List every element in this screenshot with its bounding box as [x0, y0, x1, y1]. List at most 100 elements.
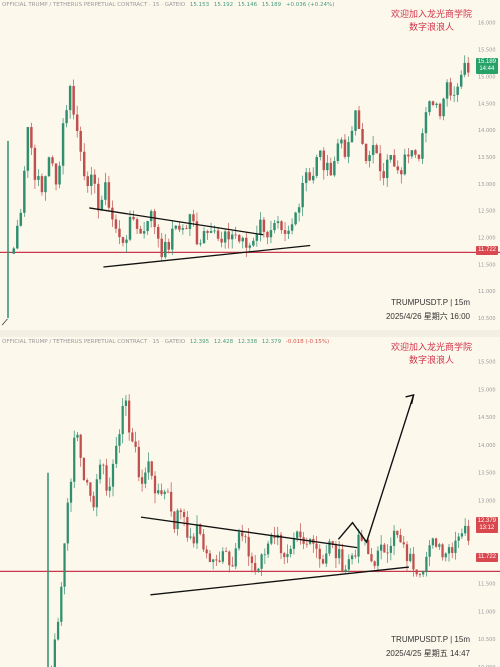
candle-body — [51, 157, 54, 164]
candle-body — [375, 145, 378, 154]
candle-body — [37, 176, 40, 180]
candle-body — [54, 163, 58, 185]
candle-body — [454, 540, 457, 553]
candle-body — [181, 228, 185, 230]
chart-panel-top[interactable]: 10.500 11.000 11.500 12.000 12.500 13.000 13.5… — [0, 0, 500, 330]
candle-body — [333, 160, 336, 176]
y-tick-label: 14.500 — [478, 415, 496, 421]
candle-body — [121, 237, 125, 243]
candle-body — [173, 511, 176, 529]
candle-body — [259, 219, 262, 235]
candle-body — [294, 212, 297, 225]
low-value: 15.146 — [237, 2, 258, 8]
candlestick-chart-bottom[interactable]: 10.00010.50011.00011.50012.00012.50013.0… — [0, 337, 500, 667]
candle-body — [75, 114, 79, 131]
candle-body — [12, 248, 15, 254]
datetime-label: 2025/4/25 星期五 14:47 — [385, 649, 470, 658]
candle-body — [321, 559, 325, 564]
watermark-bottom: 欢迎加入龙光商学院 数字浪浪人 — [391, 341, 472, 367]
candle-body — [108, 486, 111, 491]
candle-body — [176, 510, 179, 529]
candle-body — [228, 551, 231, 566]
candle-body — [438, 544, 441, 547]
candle-body — [245, 237, 248, 248]
candle-body — [444, 553, 447, 558]
candle-body — [456, 86, 459, 95]
candle-body — [380, 544, 383, 551]
y-tick-label: 15.000 — [478, 74, 496, 80]
candlestick-chart-top[interactable]: 10.500 11.000 11.500 12.000 12.500 13.000 13.5… — [0, 0, 500, 330]
candle-body — [360, 534, 363, 541]
candle-body — [254, 562, 257, 571]
candle-body — [357, 110, 361, 130]
candle-body — [241, 237, 244, 242]
candle-body — [185, 228, 188, 229]
y-tick-label: 10.500 — [478, 637, 496, 643]
support-price-tag: 11.722 — [476, 553, 498, 562]
candle-body — [435, 103, 438, 105]
candle-body — [338, 549, 341, 559]
candle-body — [188, 214, 192, 229]
candle-body — [367, 539, 370, 555]
ohlc-header-top: OFFICIAL TRUMP / TETHERUS PERPETUAL CONT… — [2, 2, 337, 8]
candle-body — [209, 231, 213, 233]
candle-body — [98, 464, 102, 480]
candle-body — [166, 491, 170, 493]
candle-body — [266, 543, 270, 555]
candle-body — [215, 559, 218, 561]
chart-panel-bottom[interactable]: 10.00010.50011.00011.50012.00012.50013.0… — [0, 337, 500, 667]
candle-body — [460, 533, 464, 537]
footer-bottom: TRUMPUSDT.P | 15m 2025/4/25 星期五 14:47 — [386, 633, 470, 661]
candle-body — [273, 536, 276, 538]
candle-body — [326, 162, 329, 171]
candle-body — [61, 123, 65, 166]
symbol-label: OFFICIAL TRUMP / TETHERUS PERPETUAL CONT… — [2, 2, 186, 8]
candle-body — [231, 565, 234, 567]
candle-body — [86, 176, 89, 187]
candle-body — [428, 545, 431, 557]
candle-body — [441, 544, 444, 558]
candle-body — [153, 475, 157, 494]
candle-body — [445, 82, 449, 99]
candle-body — [308, 172, 311, 181]
candle-body — [40, 176, 44, 193]
y-tick-label: 10.500 — [478, 316, 496, 322]
candle-body — [58, 165, 61, 185]
candle-body — [186, 517, 189, 538]
y-tick-label: 11.000 — [478, 609, 496, 615]
candle-body — [315, 543, 318, 549]
candle-body — [341, 549, 344, 573]
candle-body — [107, 182, 111, 208]
candle-body — [392, 530, 396, 546]
candle-body — [171, 228, 174, 250]
support-price-tag: 11.722 — [476, 246, 498, 255]
candle-body — [347, 559, 350, 570]
watermark-line2: 数字浪浪人 — [408, 355, 454, 365]
y-tick-label: 11.500 — [478, 582, 496, 588]
candle-body — [93, 174, 97, 184]
watermark-line2: 数字浪浪人 — [408, 22, 454, 32]
candle-body — [399, 534, 402, 543]
candle-body — [410, 150, 414, 157]
candle-body — [452, 94, 456, 96]
candle-body — [202, 231, 206, 244]
candle-body — [396, 166, 400, 171]
candle-body — [447, 547, 451, 554]
candle-body — [276, 221, 280, 224]
candle-body — [244, 536, 247, 538]
candle-body — [69, 481, 73, 503]
candle-body — [403, 154, 407, 175]
candle-body — [350, 130, 354, 143]
candle-body — [221, 551, 224, 562]
candle-body — [30, 127, 33, 148]
candle-body — [104, 182, 107, 200]
candle-body — [206, 231, 209, 233]
candle-body — [385, 159, 389, 179]
y-tick-label: 12.000 — [478, 235, 496, 241]
y-tick-label: 14.500 — [478, 101, 496, 107]
candle-body — [357, 534, 360, 557]
candle-body — [156, 227, 160, 239]
y-tick-label: 13.000 — [478, 498, 496, 504]
candle-body — [135, 219, 139, 229]
y-tick-label: 15.500 — [478, 48, 496, 54]
